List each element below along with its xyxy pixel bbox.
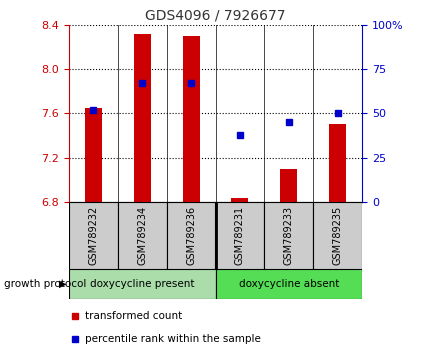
Text: GSM789235: GSM789235 — [332, 206, 342, 265]
Bar — [85, 108, 102, 202]
Text: transformed count: transformed count — [85, 311, 182, 321]
Bar — [182, 36, 199, 202]
Bar — [280, 169, 297, 202]
Text: GSM789234: GSM789234 — [137, 206, 147, 265]
Bar — [231, 199, 248, 202]
Text: GSM789232: GSM789232 — [88, 206, 98, 265]
Bar — [313, 202, 361, 269]
Bar — [133, 34, 150, 202]
Text: doxycycline present: doxycycline present — [90, 279, 194, 289]
Text: GSM789233: GSM789233 — [283, 206, 293, 265]
Bar — [264, 202, 313, 269]
Text: GSM789236: GSM789236 — [186, 206, 196, 265]
Text: ▶: ▶ — [59, 279, 67, 289]
Text: doxycycline absent: doxycycline absent — [238, 279, 338, 289]
Bar — [166, 202, 215, 269]
Text: GDS4096 / 7926677: GDS4096 / 7926677 — [145, 9, 285, 23]
Bar — [215, 202, 264, 269]
Bar — [329, 124, 345, 202]
Text: percentile rank within the sample: percentile rank within the sample — [85, 333, 260, 343]
Text: growth protocol: growth protocol — [4, 279, 86, 289]
Bar — [69, 202, 117, 269]
Text: GSM789231: GSM789231 — [234, 206, 244, 265]
Bar — [69, 269, 215, 299]
Bar — [215, 269, 361, 299]
Bar — [117, 202, 166, 269]
